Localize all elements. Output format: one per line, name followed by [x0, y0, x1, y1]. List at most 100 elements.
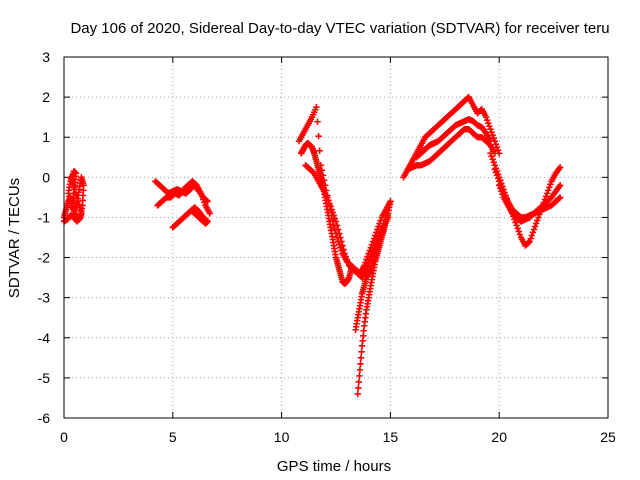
data-point-plus — [373, 229, 380, 236]
x-tick-label: 5 — [169, 429, 177, 445]
data-point-plus — [341, 250, 348, 257]
data-point-plus — [525, 239, 532, 246]
data-point-plus — [556, 164, 564, 171]
data-point-plus — [343, 256, 351, 263]
series-trace-d — [154, 178, 213, 217]
data-point-plus — [333, 222, 341, 229]
data-point-plus — [487, 126, 494, 133]
y-tick-label: -5 — [38, 370, 51, 386]
x-tick-label: 10 — [274, 429, 290, 445]
y-tick-label: -4 — [38, 330, 51, 346]
data-point-plus — [327, 203, 334, 210]
data-point-plus — [488, 129, 495, 136]
data-point-plus — [340, 246, 347, 253]
data-point-plus — [527, 235, 534, 242]
data-point-plus — [313, 103, 320, 111]
data-point-plus — [529, 229, 537, 236]
y-tick-label: 0 — [42, 169, 50, 185]
data-point-plus — [387, 198, 394, 205]
x-tick-label: 15 — [383, 429, 399, 445]
data-point-plus — [329, 209, 336, 216]
data-point-plus — [206, 210, 213, 217]
data-point-plus — [330, 212, 338, 219]
data-point-plus — [370, 235, 378, 242]
data-point-plus — [530, 226, 538, 233]
series-trace-j — [352, 226, 388, 333]
data-point-plus — [377, 217, 384, 224]
data-point-plus — [362, 259, 369, 266]
data-point-plus — [328, 206, 335, 213]
data-point-plus — [528, 232, 536, 239]
data-point-plus — [365, 250, 372, 257]
data-point-plus — [547, 181, 554, 188]
data-points — [60, 93, 564, 398]
series-trace-l — [404, 126, 499, 173]
series-trace-m — [413, 115, 494, 161]
data-point-plus — [190, 209, 197, 216]
data-point-plus — [331, 215, 339, 222]
data-point-plus — [534, 217, 541, 224]
data-point-plus — [319, 172, 327, 179]
series-trace-p — [496, 182, 564, 225]
data-point-plus — [316, 147, 323, 154]
data-point-plus — [318, 167, 326, 174]
data-point-plus — [201, 199, 208, 206]
data-point-plus — [544, 187, 552, 194]
data-point-plus — [513, 222, 520, 229]
data-point-plus — [543, 190, 551, 197]
x-axis-title: GPS time / hours — [277, 458, 391, 475]
data-point-plus — [189, 208, 196, 215]
y-tick-label: -6 — [38, 410, 51, 426]
series-trace-e — [169, 204, 211, 231]
data-point-plus — [364, 253, 371, 260]
data-point-plus — [556, 194, 564, 201]
chart-title: Day 106 of 2020, Sidereal Day-to-day VTE… — [70, 20, 609, 37]
data-point-plus — [531, 223, 539, 230]
data-point-plus — [546, 184, 553, 191]
data-point-plus — [332, 218, 340, 225]
data-point-plus — [364, 263, 371, 270]
data-point-plus — [314, 118, 321, 125]
data-point-plus — [357, 360, 364, 368]
data-point-plus — [526, 238, 533, 245]
data-point-plus — [556, 182, 564, 189]
data-point-plus — [336, 230, 343, 237]
data-point-plus — [380, 226, 388, 233]
data-point-plus — [65, 190, 72, 197]
series-trace-f — [297, 140, 355, 287]
data-point-plus — [361, 262, 368, 269]
data-point-plus — [366, 247, 373, 254]
x-tick-label: 20 — [491, 429, 507, 445]
data-point-plus — [555, 195, 563, 202]
data-point-plus — [354, 390, 361, 398]
data-point-plus — [532, 220, 540, 227]
y-tick-label: -1 — [38, 209, 51, 225]
data-point-plus — [342, 253, 349, 260]
data-point-plus — [69, 204, 76, 211]
data-point-plus — [325, 197, 332, 204]
y-tick-label: -2 — [38, 250, 51, 266]
data-point-plus — [356, 372, 363, 380]
data-point-plus — [490, 135, 497, 142]
data-point-plus — [482, 113, 490, 121]
data-point-plus — [368, 241, 376, 248]
data-point-plus — [484, 116, 491, 124]
data-point-plus — [320, 177, 328, 184]
data-point-plus — [357, 354, 365, 362]
data-point-plus — [356, 366, 364, 374]
data-point-plus — [512, 219, 519, 226]
data-point-plus — [76, 215, 83, 222]
data-point-plus — [369, 238, 377, 245]
x-tick-label: 25 — [600, 429, 616, 445]
data-point-plus — [487, 138, 494, 145]
data-point-plus — [334, 226, 342, 233]
data-point-plus — [494, 175, 502, 182]
data-point-plus — [358, 348, 365, 356]
data-point-plus — [337, 234, 344, 241]
data-point-plus — [489, 132, 496, 139]
data-point-plus — [515, 228, 522, 235]
data-point-plus — [497, 185, 504, 192]
data-point-plus — [498, 188, 505, 195]
